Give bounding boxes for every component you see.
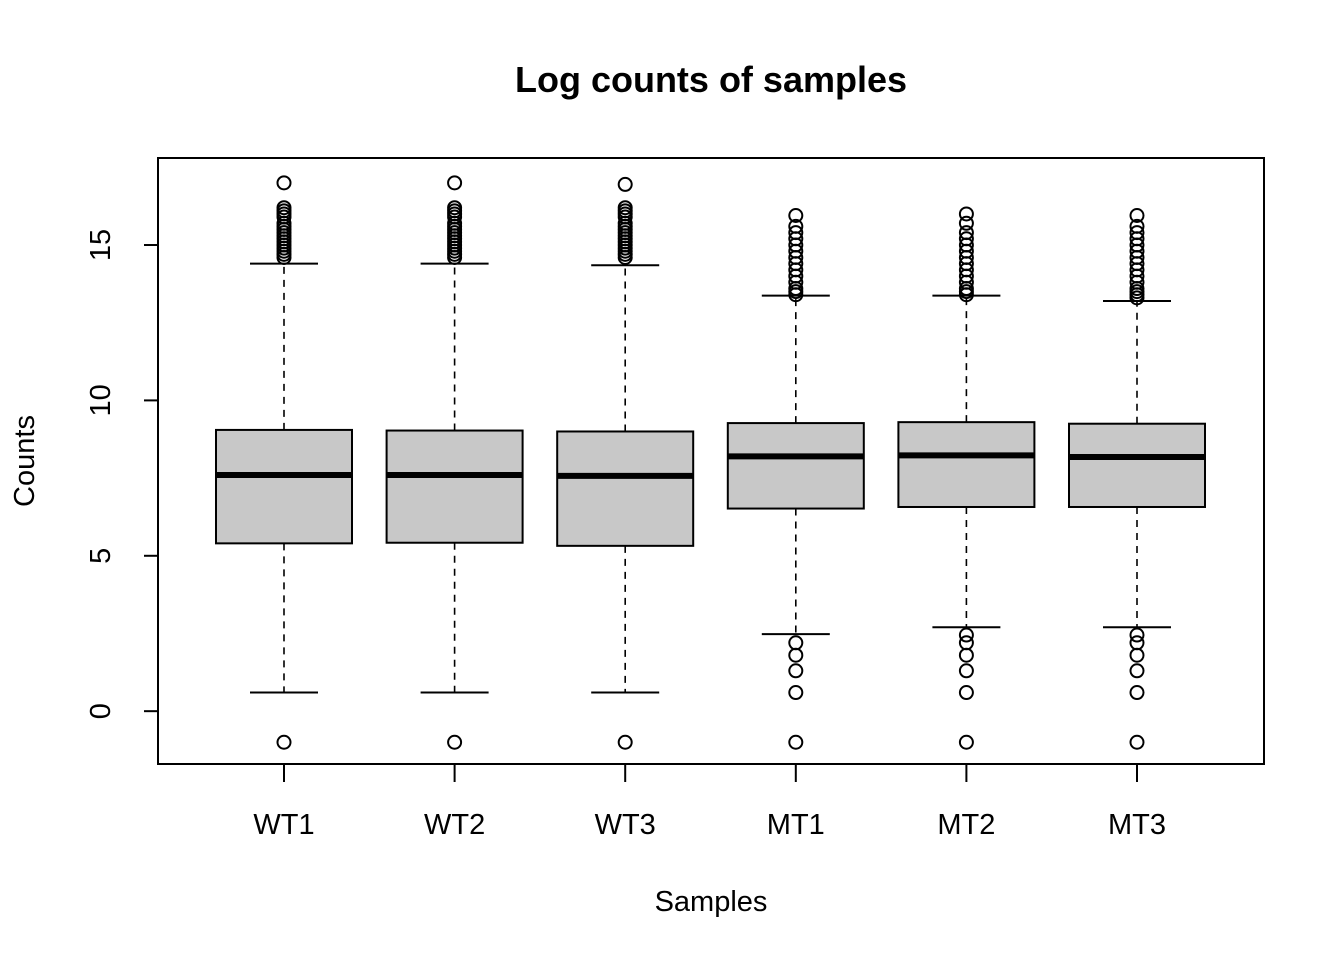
outlier-point <box>1129 207 1145 223</box>
x-tick-label: WT3 <box>595 809 656 841</box>
box-mt3 <box>1068 207 1206 750</box>
outlier-point <box>958 635 974 651</box>
outlier-point <box>788 635 804 651</box>
iqr-box <box>897 421 1036 508</box>
outlier-point <box>958 225 974 241</box>
outlier-point <box>1129 225 1145 241</box>
box-wt1 <box>215 175 353 750</box>
outlier-point <box>788 663 804 679</box>
outlier-point <box>788 734 804 750</box>
outlier-point <box>958 734 974 750</box>
outlier-point <box>958 206 974 222</box>
outlier-point <box>788 218 804 234</box>
outlier-point <box>788 225 804 241</box>
iqr-box <box>385 429 524 544</box>
x-tick-label: WT1 <box>253 809 314 841</box>
box-wt2 <box>385 175 524 750</box>
chart-title: Log counts of samples <box>515 59 907 100</box>
y-tick-label: 15 <box>85 229 117 261</box>
outlier-point <box>958 215 974 231</box>
plot-frame <box>157 157 1265 765</box>
iqr-box <box>1068 422 1206 508</box>
box-wt3 <box>556 176 695 750</box>
outlier-point <box>958 663 974 679</box>
outlier-point <box>958 647 974 663</box>
outlier-point <box>1129 635 1145 651</box>
box-mt2 <box>897 206 1036 750</box>
x-tick-label: MT2 <box>937 809 995 841</box>
outlier-point <box>447 734 463 750</box>
x-axis-label: Samples <box>655 886 768 918</box>
outlier-point <box>447 175 463 191</box>
y-axis-label: Counts <box>9 415 41 507</box>
outlier-point <box>788 207 804 223</box>
iqr-box <box>726 422 865 510</box>
outlier-point <box>617 176 633 192</box>
iqr-box <box>556 430 695 547</box>
x-axis: WT1 WT2 WT3 MT1 MT2 MT3 <box>253 764 1166 841</box>
outlier-point <box>1129 663 1145 679</box>
y-tick-label: 5 <box>85 548 117 564</box>
outlier-point <box>276 734 292 750</box>
outlier-point <box>617 734 633 750</box>
outlier-point <box>1129 627 1145 643</box>
outlier-point <box>1129 218 1145 234</box>
outlier-point <box>958 627 974 643</box>
outlier-point <box>958 231 974 247</box>
x-tick-label: MT1 <box>767 809 825 841</box>
boxes <box>215 175 1206 750</box>
outlier-point <box>276 200 292 216</box>
outlier-point <box>788 647 804 663</box>
outlier-point <box>617 200 633 216</box>
outlier-point <box>1129 734 1145 750</box>
outlier-point <box>1129 647 1145 663</box>
box-mt1 <box>726 207 865 750</box>
x-tick-label: WT2 <box>424 809 485 841</box>
outlier-point <box>788 685 804 701</box>
y-tick-label: 0 <box>85 703 117 719</box>
outlier-point <box>276 175 292 191</box>
iqr-box <box>215 428 353 545</box>
y-axis: 0 5 10 15 <box>85 229 158 719</box>
y-tick-label: 10 <box>85 384 117 416</box>
outlier-point <box>1129 685 1145 701</box>
x-tick-label: MT3 <box>1108 809 1166 841</box>
outlier-point <box>958 685 974 701</box>
outlier-point <box>447 200 463 216</box>
